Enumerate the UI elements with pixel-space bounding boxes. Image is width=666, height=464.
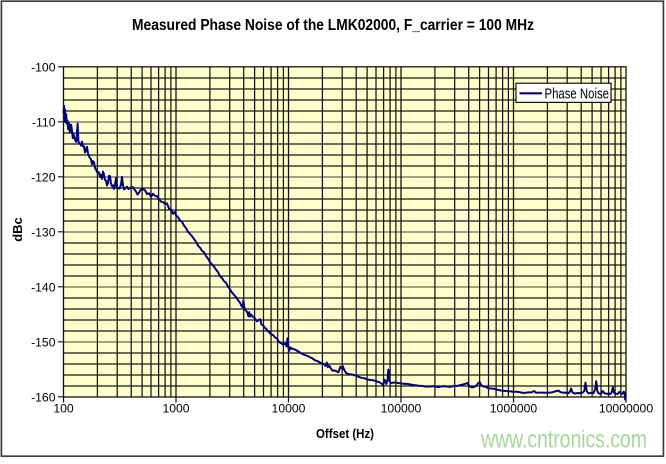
- svg-text:100000: 100000: [381, 402, 422, 416]
- svg-text:Offset (Hz): Offset (Hz): [316, 426, 374, 441]
- svg-text:-120: -120: [31, 170, 56, 184]
- svg-text:-110: -110: [32, 115, 56, 129]
- svg-text:-160: -160: [31, 390, 56, 404]
- svg-text:1000000: 1000000: [490, 402, 538, 416]
- svg-text:10000000: 10000000: [599, 402, 653, 416]
- svg-text:1000: 1000: [162, 402, 189, 416]
- svg-text:Measured Phase Noise of the LM: Measured Phase Noise of the LMK02000, F_…: [132, 17, 534, 34]
- svg-text:www.cntronics.com: www.cntronics.com: [480, 426, 647, 454]
- svg-text:100: 100: [53, 402, 74, 416]
- svg-text:-140: -140: [31, 280, 56, 294]
- svg-text:-130: -130: [31, 225, 56, 239]
- svg-text:Phase Noise: Phase Noise: [545, 87, 610, 103]
- svg-text:-100: -100: [31, 60, 56, 74]
- svg-text:10000: 10000: [272, 402, 306, 416]
- svg-text:dBc: dBc: [10, 217, 25, 242]
- svg-text:-150: -150: [31, 335, 56, 349]
